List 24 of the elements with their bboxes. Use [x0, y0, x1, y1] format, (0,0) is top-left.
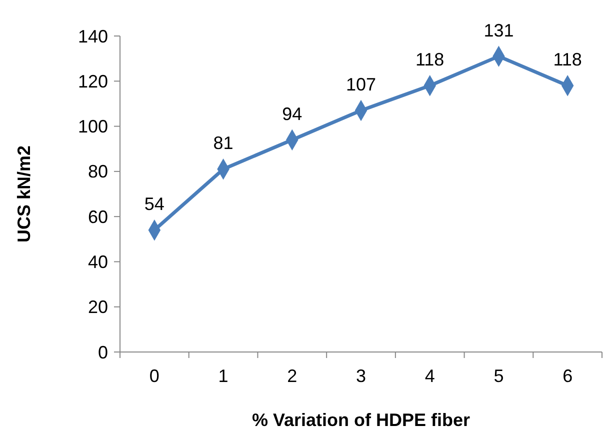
- y-tick-label: 80: [88, 162, 108, 182]
- x-tick-label: 3: [356, 366, 366, 386]
- x-tick-label: 4: [424, 366, 435, 386]
- x-tick-label: 2: [287, 366, 298, 386]
- x-tick-label: 1: [218, 366, 228, 386]
- data-label: 81: [213, 133, 234, 154]
- data-label: 107: [346, 74, 376, 94]
- data-label: 54: [144, 194, 164, 214]
- x-tick-label: 0: [149, 366, 160, 386]
- data-label: 118: [416, 50, 444, 70]
- y-axis-title: UCS kN/m2: [14, 145, 34, 243]
- y-tick-label: 0: [98, 342, 108, 362]
- y-tick-label: 140: [78, 26, 108, 46]
- x-tick-label: 5: [494, 366, 504, 386]
- x-axis-title: % Variation of HDPE fiber: [252, 410, 470, 430]
- data-label: 118: [553, 50, 582, 70]
- y-tick-label: 20: [88, 297, 108, 318]
- y-tick-label: 40: [88, 252, 108, 272]
- y-tick-label: 120: [78, 71, 108, 92]
- data-label: 131: [484, 20, 514, 40]
- x-tick-label: 6: [562, 366, 573, 386]
- data-label: 94: [282, 104, 302, 124]
- y-tick-label: 100: [78, 116, 108, 137]
- y-tick-label: 60: [88, 206, 108, 227]
